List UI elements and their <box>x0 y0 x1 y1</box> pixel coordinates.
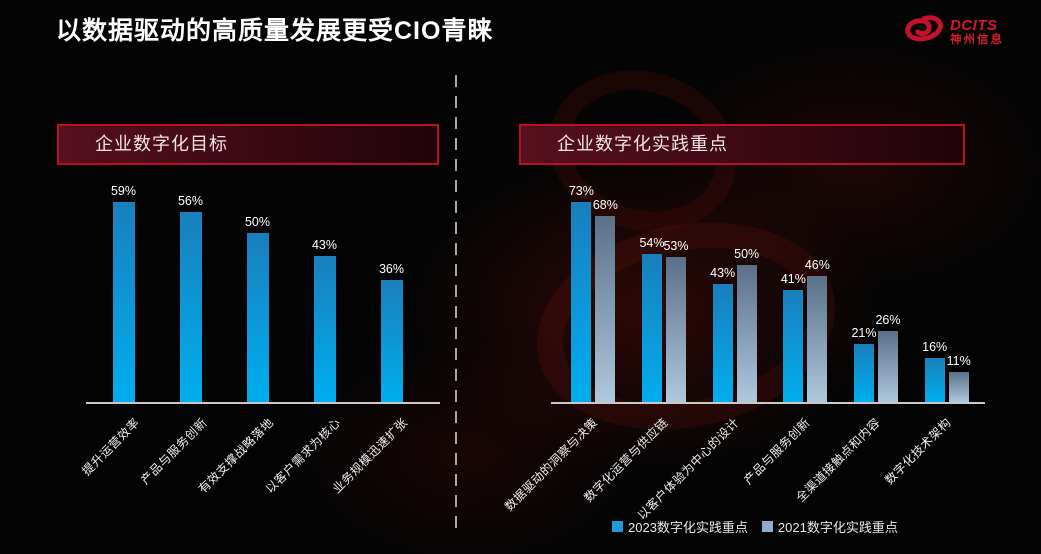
practice-panel-header: 企业数字化实践重点 <box>519 124 965 165</box>
practice-x-axis-line <box>551 402 985 404</box>
practice-bar-chart: 73% 68% 54% 53% 43% 50% 41% 46% 21% 26% 16% 11% 数据驱动… <box>502 154 982 523</box>
logo-brand: DCITS <box>950 16 998 34</box>
bar-2021数字化实践重点 <box>666 257 686 402</box>
bar-2023数字化实践重点 <box>712 284 733 402</box>
bar-企业数字化目标 <box>112 202 135 402</box>
value-label: 50% <box>734 247 760 261</box>
value-label: 26% <box>875 313 901 327</box>
logo-text: DCITS 神州信息 <box>950 16 1004 47</box>
value-label: 41% <box>780 272 806 286</box>
bar-企业数字化目标 <box>179 212 202 402</box>
goals-x-axis-line <box>86 402 440 404</box>
logo-swirl-icon <box>902 12 944 53</box>
value-label: 56% <box>177 194 204 208</box>
value-label: 54% <box>639 236 665 250</box>
bar-2023数字化实践重点 <box>924 358 945 402</box>
value-label: 59% <box>110 184 137 198</box>
goals-bar-chart: 59% 56% 50% 43% 36% 提升运营效率 产品与服务创新 有效支撑战略落地 以客户需… <box>80 154 425 496</box>
logo-company: 神州信息 <box>950 34 1004 47</box>
page-title: 以数据驱动的高质量发展更受CIO青睐 <box>56 17 494 45</box>
chart-legend: 2023数字化实践重点 2021数字化实践重点 <box>612 517 898 536</box>
plot-area: 59% 56% 50% 43% 36% <box>90 154 425 402</box>
value-label: 50% <box>244 215 271 229</box>
bar-2023数字化实践重点 <box>642 254 662 402</box>
value-label: 43% <box>311 238 338 252</box>
value-label: 46% <box>804 258 830 272</box>
plot-area: 73% 68% 54% 53% 43% 50% 41% 46% 21% 26% 16% 11% <box>558 154 982 402</box>
value-label: 68% <box>592 198 618 212</box>
bar-2021数字化实践重点 <box>595 216 616 402</box>
value-label: 11% <box>946 354 971 368</box>
company-logo: DCITS 神州信息 <box>902 12 1004 53</box>
legend-label-2021: 2021数字化实践重点 <box>777 520 898 535</box>
x-axis-label: 提升运营效率 <box>79 415 143 479</box>
section-divider <box>455 75 457 532</box>
x-axis-label: 产品与服务创新 <box>740 415 813 488</box>
bar-2023数字化实践重点 <box>783 290 804 402</box>
legend-item-2023: 2023数字化实践重点 <box>612 517 748 536</box>
legend-swatch-2021 <box>761 521 773 532</box>
legend-swatch-2023 <box>612 521 623 532</box>
bar-2021数字化实践重点 <box>878 331 898 402</box>
x-axis-label: 产品与服务创新 <box>138 415 210 488</box>
bar-2021数字化实践重点 <box>807 276 828 402</box>
value-label: 21% <box>851 326 877 340</box>
goals-panel-header: 企业数字化目标 <box>57 124 439 165</box>
bar-2021数字化实践重点 <box>948 372 969 402</box>
value-label: 16% <box>922 340 948 354</box>
bar-2023数字化实践重点 <box>854 344 874 402</box>
value-label: 36% <box>378 262 405 276</box>
legend-item-2021: 2021数字化实践重点 <box>761 517 898 536</box>
bar-企业数字化目标 <box>313 256 336 402</box>
bar-企业数字化目标 <box>380 280 403 402</box>
legend-label-2023: 2023数字化实践重点 <box>628 520 748 535</box>
value-label: 43% <box>710 266 736 280</box>
x-axis-label: 数字化技术架构 <box>882 415 954 488</box>
bar-2023数字化实践重点 <box>571 202 592 402</box>
value-label: 73% <box>568 184 594 198</box>
bar-企业数字化目标 <box>246 233 269 402</box>
value-label: 53% <box>663 239 689 253</box>
bar-2021数字化实践重点 <box>736 265 757 402</box>
